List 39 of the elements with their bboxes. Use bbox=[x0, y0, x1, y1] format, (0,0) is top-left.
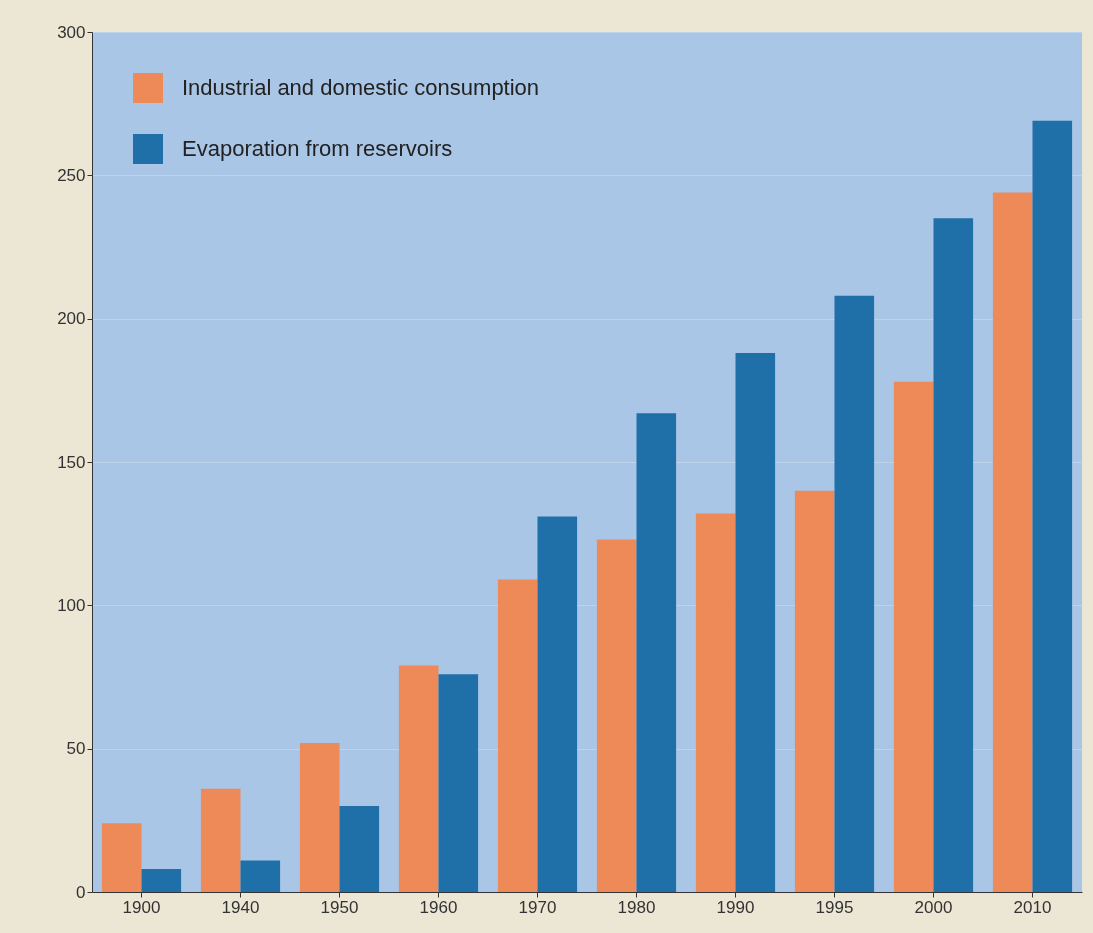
legend-label: Industrial and domestic consumption bbox=[182, 75, 540, 100]
bar bbox=[497, 579, 538, 892]
bar bbox=[398, 665, 439, 892]
legend-label: Evaporation from reservoirs bbox=[182, 136, 453, 161]
bar bbox=[695, 513, 736, 892]
y-tick-label: 100 bbox=[57, 595, 86, 615]
y-tick-label: 200 bbox=[57, 309, 86, 329]
x-tick-label: 2000 bbox=[914, 897, 953, 917]
x-tick-label: 1950 bbox=[320, 897, 359, 917]
x-tick-label: 1940 bbox=[221, 897, 260, 917]
bar bbox=[794, 490, 835, 892]
y-tick-label: 150 bbox=[57, 452, 86, 472]
y-tick-label: 0 bbox=[76, 882, 86, 902]
x-tick-label: 1970 bbox=[518, 897, 557, 917]
bar bbox=[240, 860, 281, 892]
bar bbox=[438, 674, 479, 892]
bar bbox=[735, 353, 776, 892]
bar bbox=[141, 869, 182, 892]
bar bbox=[596, 539, 637, 892]
bar bbox=[537, 516, 578, 892]
bar bbox=[992, 192, 1033, 892]
x-tick-label: 1980 bbox=[617, 897, 656, 917]
bar bbox=[636, 413, 677, 892]
bar bbox=[101, 823, 142, 892]
bar bbox=[893, 381, 934, 892]
bar bbox=[933, 218, 974, 892]
bar bbox=[299, 742, 340, 892]
x-tick-label: 1960 bbox=[419, 897, 458, 917]
y-tick-label: 50 bbox=[66, 739, 86, 759]
y-tick-label: 300 bbox=[57, 22, 86, 42]
bar bbox=[834, 295, 875, 892]
x-tick-label: 2010 bbox=[1013, 897, 1052, 917]
bar bbox=[200, 788, 241, 892]
bar bbox=[1032, 120, 1073, 892]
x-tick-label: 1900 bbox=[122, 897, 161, 917]
bar bbox=[339, 806, 380, 892]
x-tick-label: 1995 bbox=[815, 897, 854, 917]
y-tick-label: 250 bbox=[57, 165, 86, 185]
x-tick-label: 1990 bbox=[716, 897, 755, 917]
